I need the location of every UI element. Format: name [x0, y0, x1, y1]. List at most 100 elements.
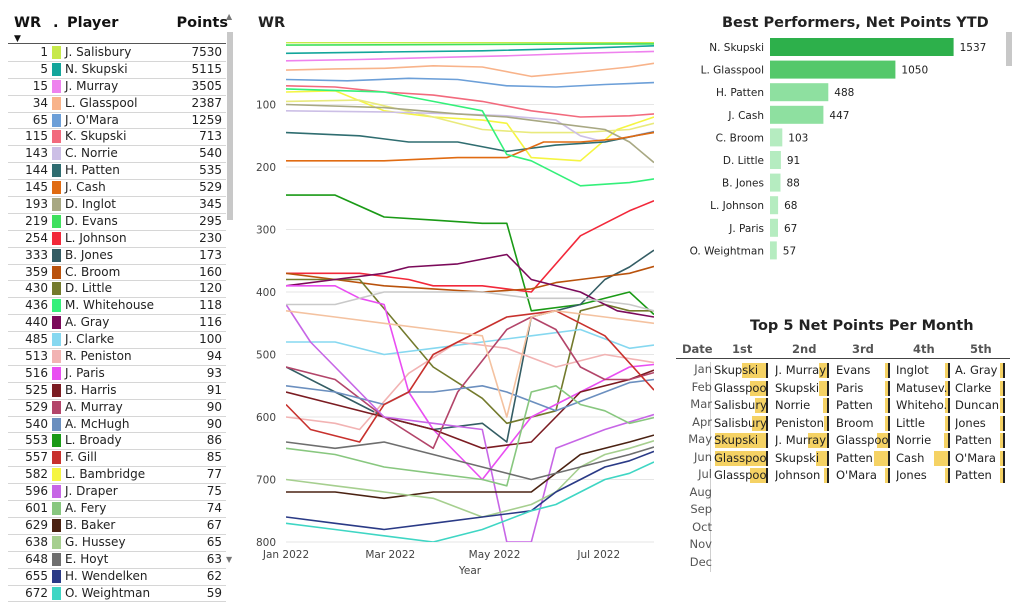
col-header-dot[interactable]: . — [53, 15, 59, 31]
month-cell[interactable]: Skupski — [712, 433, 768, 448]
series-line[interactable] — [286, 441, 654, 517]
col-header-4th[interactable]: 4th — [913, 342, 935, 356]
series-line[interactable] — [286, 442, 654, 480]
scroll-down-icon[interactable]: ▼ — [226, 555, 232, 564]
month-cell[interactable]: Norrie — [773, 398, 829, 413]
series-line[interactable] — [286, 63, 654, 76]
month-cell[interactable]: Broom — [834, 416, 890, 431]
bar[interactable] — [770, 106, 823, 124]
col-header-points[interactable]: Points — [177, 15, 228, 31]
series-line[interactable] — [286, 292, 654, 311]
month-cell[interactable]: Jones — [894, 468, 950, 483]
series-line[interactable] — [286, 305, 654, 543]
series-line[interactable] — [286, 132, 654, 151]
month-cell[interactable]: Glasspool — [712, 468, 768, 483]
month-cell[interactable]: Matusev... — [894, 381, 950, 396]
month-cell[interactable]: Johnson — [773, 468, 829, 483]
col-header-1st[interactable]: 1st — [732, 342, 752, 356]
month-cell[interactable]: Norrie — [894, 433, 950, 448]
month-cell[interactable]: Patten — [953, 468, 1005, 483]
series-line[interactable] — [286, 195, 654, 314]
bar[interactable] — [770, 83, 828, 101]
month-cell[interactable]: A. Gray — [953, 363, 1005, 378]
month-cell[interactable]: Glasspool — [712, 451, 768, 466]
series-line[interactable] — [286, 105, 654, 163]
bar-chart-scrollbar[interactable] — [1006, 32, 1012, 268]
series-line[interactable] — [286, 462, 654, 542]
series-line[interactable] — [286, 78, 654, 87]
scrollbar-thumb[interactable] — [227, 32, 233, 220]
bar[interactable] — [770, 128, 782, 146]
series-line[interactable] — [286, 342, 654, 430]
month-cell[interactable]: Evans — [834, 363, 890, 378]
month-cell[interactable]: O'Mara — [834, 468, 890, 483]
col-header-2nd[interactable]: 2nd — [792, 342, 816, 356]
month-cell[interactable]: J. Murray — [773, 433, 829, 448]
series-line[interactable] — [286, 89, 654, 186]
month-cell[interactable]: Paris — [834, 381, 890, 396]
month-cell[interactable]: Patten — [834, 398, 890, 413]
month-cell[interactable]: J. Murray — [773, 363, 829, 378]
bar[interactable] — [770, 61, 895, 79]
month-cell[interactable]: O'Mara — [953, 451, 1005, 466]
month-cell[interactable]: Jones — [953, 416, 1005, 431]
bar[interactable] — [770, 38, 954, 56]
scrollbar-thumb[interactable] — [1006, 32, 1012, 66]
bar[interactable] — [770, 196, 778, 214]
month-cell[interactable]: Glasspool — [834, 433, 890, 448]
month-cell[interactable]: Inglot — [894, 363, 950, 378]
col-header-5th[interactable]: 5th — [970, 342, 992, 356]
month-cell[interactable]: Skupski — [712, 363, 768, 378]
table-scrollbar[interactable]: ▲ ▼ — [226, 18, 234, 556]
bar[interactable] — [770, 151, 781, 169]
month-cell[interactable]: Glasspool — [712, 381, 768, 396]
col-header-player[interactable]: Player — [67, 15, 118, 31]
month-cell[interactable]: Peniston — [773, 416, 829, 431]
month-cell[interactable]: Skupski — [773, 381, 829, 396]
bar[interactable] — [770, 174, 781, 192]
month-cell[interactable]: Duncan — [953, 398, 1005, 413]
month-cell[interactable]: Clarke — [953, 381, 1005, 396]
month-cell[interactable]: Salisbury — [712, 398, 768, 413]
series-line[interactable] — [286, 133, 654, 161]
month-cell[interactable]: Salisbury — [712, 416, 768, 431]
bar[interactable] — [770, 241, 777, 259]
month-cell[interactable]: Skupski — [773, 451, 829, 466]
col-header-wr[interactable]: WR — [14, 15, 41, 31]
scroll-up-icon[interactable]: ▲ — [226, 12, 232, 21]
series-line[interactable] — [286, 311, 654, 417]
bar[interactable] — [770, 219, 778, 237]
month-cell[interactable]: Cash — [894, 451, 950, 466]
